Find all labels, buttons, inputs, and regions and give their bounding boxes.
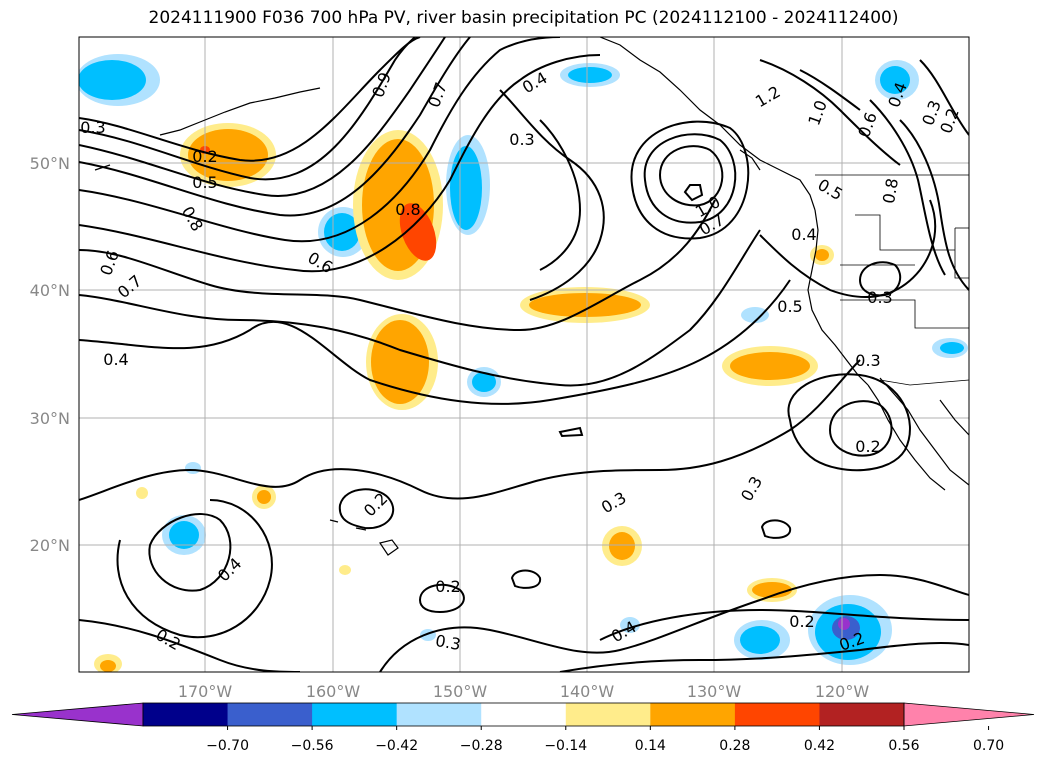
contour-label: 0.3 (509, 130, 534, 149)
colorbar-tick-label: −0.70 (206, 738, 249, 754)
colorbar-segment (396, 703, 482, 726)
colorbar-tick-label: 0.28 (719, 738, 750, 754)
anomaly-shading (79, 54, 968, 672)
longitude-labels: 170°W 160°W 150°W 140°W 130°W 120°W (178, 682, 870, 701)
contour-label: 0.5 (192, 173, 217, 192)
colorbar-segment (227, 703, 313, 726)
contour-label: 0.2 (855, 437, 880, 456)
map-frame (78, 36, 970, 673)
lat-label: 40°N (30, 281, 70, 300)
lon-label: 120°W (815, 682, 870, 701)
lat-label: 20°N (30, 536, 70, 555)
lon-label: 160°W (306, 682, 361, 701)
colorbar-tick-label: −0.28 (460, 738, 503, 754)
contour-label: 0.4 (791, 225, 816, 244)
colorbar-extend-low (11, 702, 144, 727)
colorbar-tick-label: 0.14 (635, 738, 666, 754)
contour-label: 0.3 (867, 288, 892, 307)
colorbar-segment (565, 703, 651, 726)
lat-label: 30°N (30, 409, 70, 428)
lat-label: 50°N (30, 154, 70, 173)
latitude-labels: 50°N 40°N 30°N 20°N (30, 154, 70, 555)
colorbar-tick-label: −0.14 (544, 738, 587, 754)
lon-label: 170°W (178, 682, 233, 701)
colorbar-segment (481, 703, 567, 726)
colorbar-tick-label: −0.42 (375, 738, 418, 754)
contour-label: 0.8 (879, 177, 902, 205)
colorbar-segment (650, 703, 736, 726)
contour-label: 0.8 (395, 200, 420, 219)
colorbar-segment (143, 703, 229, 726)
colorbar-tick-label: 0.42 (804, 738, 835, 754)
contour-label: 0.2 (789, 612, 814, 631)
colorbar-segment (312, 703, 398, 726)
map-title: 2024111900 F036 700 hPa PV, river basin … (148, 8, 899, 28)
contour-label: 0.2 (192, 147, 217, 166)
colorbar-tick-label: 0.56 (888, 738, 919, 754)
contour-label: 0.4 (103, 350, 128, 369)
contour-label: 0.2 (435, 577, 460, 596)
colorbar-tick-label: −0.56 (291, 738, 334, 754)
contour-label: 0.3 (855, 351, 880, 370)
contour-label: 0.5 (777, 297, 802, 316)
contour-label: 0.3 (434, 631, 462, 654)
colorbar (11, 702, 1035, 727)
contour-label: 0.3 (80, 118, 105, 137)
lon-label: 150°W (433, 682, 488, 701)
lon-label: 130°W (687, 682, 742, 701)
colorbar-extend-high (903, 702, 1035, 727)
colorbar-tick-labels: −0.70 −0.56 −0.42 −0.28 −0.14 0.14 0.28 0.42 0.5… (206, 726, 1004, 754)
pv-contours (79, 37, 969, 672)
borders (815, 174, 969, 386)
lon-label: 140°W (560, 682, 615, 701)
colorbar-tick-label: 0.70 (973, 738, 1004, 754)
colorbar-segment (734, 703, 820, 726)
colorbar-segment (819, 703, 905, 726)
